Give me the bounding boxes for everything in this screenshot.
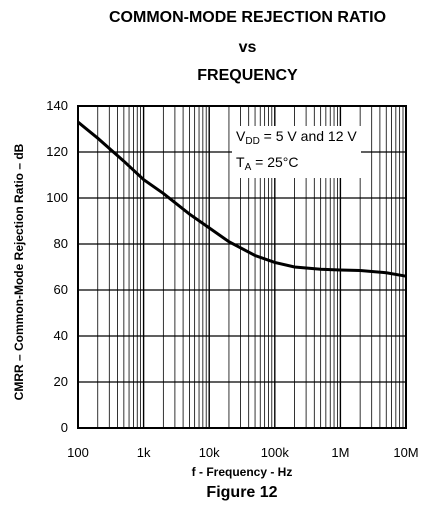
chart-title-line-1: COMMON-MODE REJECTION RATIO [108, 9, 387, 26]
y-tick-label: 40 [53, 328, 68, 343]
cmrr-curve [77, 120, 407, 278]
minor-grid [97, 106, 404, 428]
chart-title-line-2: vs [238, 39, 257, 56]
x-axis-label: f - Frequency - Hz [191, 465, 293, 479]
annotation-vdd: VDD = 5 V and 12 V [236, 128, 357, 147]
x-tick-label: 100k [260, 445, 289, 460]
chart-title-line-3: FREQUENCY [197, 67, 298, 84]
conditions-annotation: VDD = 5 V and 12 V TA = 25°C [232, 126, 361, 178]
x-tick-label: 1k [136, 445, 151, 460]
x-tick-label: 100 [67, 445, 89, 460]
y-tick-label: 120 [46, 144, 68, 159]
y-tick-label: 80 [53, 236, 68, 251]
x-tick-label: 10M [393, 445, 419, 460]
y-tick-label: 20 [53, 374, 68, 389]
x-tick-label: 10k [198, 445, 220, 460]
plot-frame [77, 105, 407, 429]
y-tick-label: 140 [46, 98, 68, 113]
y-tick-label: 60 [53, 282, 68, 297]
x-tick-label: 1M [331, 445, 350, 460]
figure-label: Figure 12 [206, 484, 278, 501]
y-tick-label: 0 [60, 420, 68, 435]
y-tick-label: 100 [46, 190, 68, 205]
annotation-ta: TA = 25°C [236, 154, 299, 173]
